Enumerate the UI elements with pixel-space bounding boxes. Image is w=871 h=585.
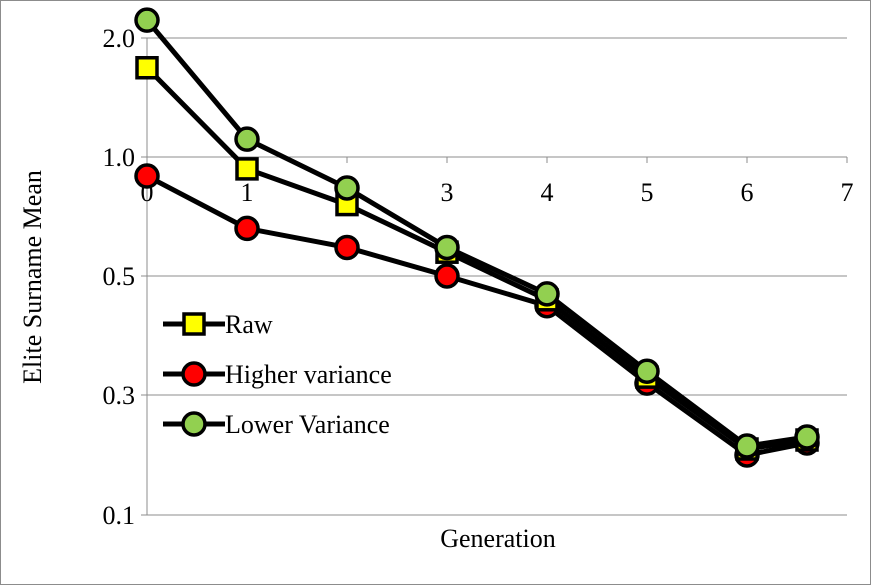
x-tick-label: 4 (541, 178, 554, 207)
legend-label: Lower Variance (225, 410, 390, 439)
legend-entry: Raw (163, 310, 273, 339)
series-group (134, 7, 820, 468)
legend: Raw Higher variance Lower Variance (163, 310, 392, 439)
series-line (145, 173, 808, 458)
series-line (145, 65, 808, 452)
legend-entry: Lower Variance (163, 410, 390, 439)
data-point (234, 126, 260, 152)
legend-label: Raw (225, 310, 273, 339)
series-raw (135, 56, 819, 461)
legend-marker (181, 361, 207, 387)
data-point (334, 234, 360, 261)
data-point (794, 424, 820, 450)
y-axis-title: Elite Surname Mean (18, 170, 47, 384)
data-point (434, 263, 460, 289)
x-tick-label: 3 (441, 178, 454, 207)
x-tick-label: 7 (841, 178, 854, 207)
axes: 2.01.00.50.30.101234567 (103, 24, 854, 530)
data-point (334, 175, 360, 201)
data-point (134, 163, 160, 189)
data-point (534, 281, 560, 307)
x-tick-label: 1 (241, 178, 254, 207)
y-tick-label: 0.5 (103, 262, 136, 291)
data-point (634, 358, 660, 384)
y-tick-label: 0.3 (103, 381, 136, 410)
legend-label: Higher variance (225, 360, 392, 389)
x-tick-label: 6 (741, 178, 754, 207)
series-line (145, 18, 808, 449)
legend-marker (181, 411, 207, 437)
x-axis-title: Generation (440, 524, 556, 553)
legend-entry: Higher variance (163, 360, 392, 389)
data-point (234, 215, 260, 242)
data-point (134, 7, 160, 33)
series-lower-variance (134, 7, 820, 459)
y-tick-label: 1.0 (103, 143, 136, 172)
y-tick-label: 2.0 (103, 24, 136, 53)
x-tick-label: 5 (641, 178, 654, 207)
y-tick-label: 0.1 (103, 501, 136, 530)
data-point (434, 234, 460, 261)
data-point (235, 157, 259, 181)
data-point (734, 433, 760, 459)
legend-marker (182, 312, 206, 336)
data-point (135, 56, 159, 80)
